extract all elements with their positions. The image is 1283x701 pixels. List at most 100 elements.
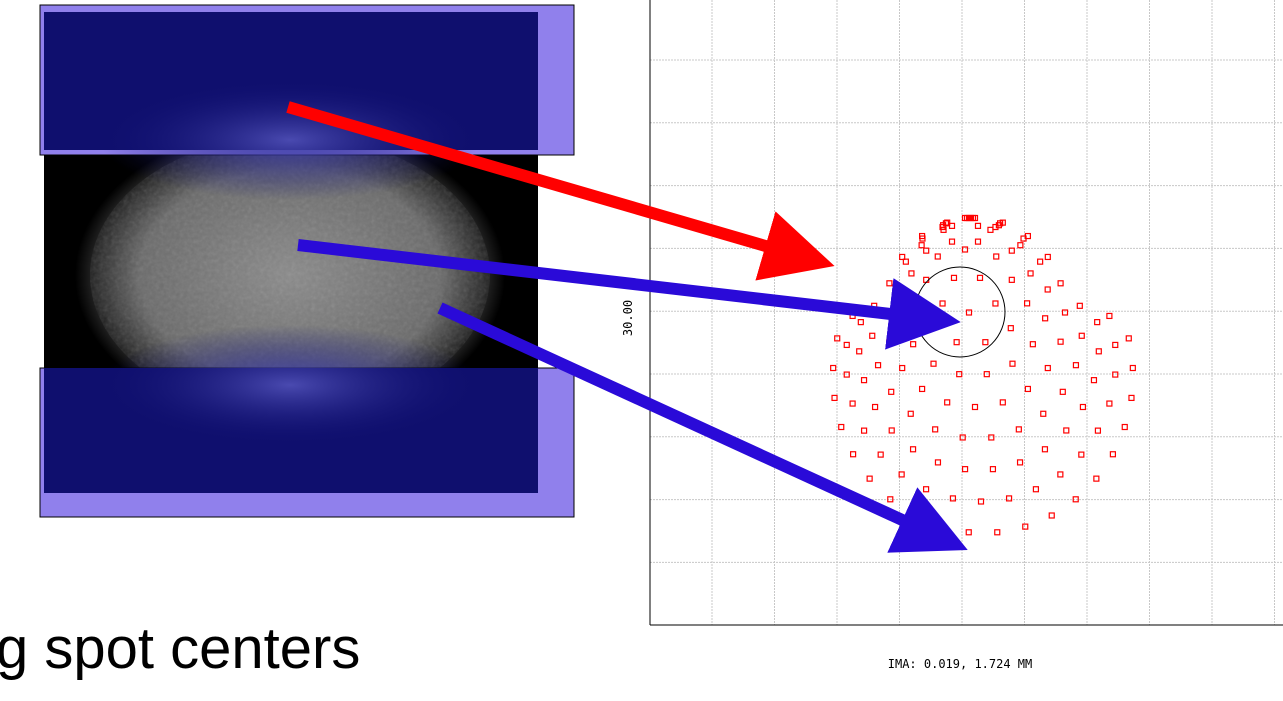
footer: IMA: 0.019, 1.724 MM [888, 657, 1033, 671]
spot [994, 254, 999, 259]
spot [929, 326, 934, 331]
spot [1018, 243, 1023, 248]
spot [1045, 254, 1050, 259]
spot [1080, 405, 1085, 410]
caption: g spot centers [0, 616, 360, 681]
spot [908, 411, 913, 416]
spot [889, 428, 894, 433]
spot [873, 405, 878, 410]
spot [1030, 342, 1035, 347]
spot [1023, 524, 1028, 529]
spot [1025, 386, 1030, 391]
spot [1079, 333, 1084, 338]
spot [896, 287, 901, 292]
spot [857, 349, 862, 354]
spot [1113, 342, 1118, 347]
spot [1130, 366, 1135, 371]
spot [960, 435, 965, 440]
spot [963, 467, 968, 472]
spot [1073, 363, 1078, 368]
spot [911, 342, 916, 347]
spot [951, 275, 956, 280]
spot [919, 243, 924, 248]
spot [832, 395, 837, 400]
beam-image [40, 5, 574, 517]
spot [1000, 400, 1005, 405]
spot [1129, 395, 1134, 400]
spot [924, 487, 929, 492]
spot [870, 333, 875, 338]
spot [933, 427, 938, 432]
spot [1126, 336, 1131, 341]
spot [931, 361, 936, 366]
spot [844, 372, 849, 377]
spot [1045, 287, 1050, 292]
spot [983, 340, 988, 345]
spot [989, 435, 994, 440]
spot [1041, 411, 1046, 416]
spot [938, 524, 943, 529]
spot [1010, 361, 1015, 366]
spot [839, 425, 844, 430]
spot [993, 301, 998, 306]
spot [1008, 326, 1013, 331]
spot [887, 339, 892, 344]
spot [889, 389, 894, 394]
spot [1025, 301, 1030, 306]
spot [935, 460, 940, 465]
spot [909, 271, 914, 276]
spot [1094, 476, 1099, 481]
spot [1018, 460, 1023, 465]
spot [900, 366, 905, 371]
spot [945, 400, 950, 405]
spot-diagram: 30.00 IMA: 0.019, 1.724 MM [621, 0, 1283, 671]
spot [851, 452, 856, 457]
spot [867, 476, 872, 481]
spot [973, 405, 978, 410]
spot [1091, 378, 1096, 383]
spot [912, 513, 917, 518]
spot [954, 340, 959, 345]
spot [887, 281, 892, 286]
spot [876, 363, 881, 368]
spot [1043, 316, 1048, 321]
spot [1058, 472, 1063, 477]
spot [1110, 452, 1115, 457]
spot [966, 530, 971, 535]
spot [963, 247, 968, 252]
spot [988, 227, 993, 232]
spot [935, 254, 940, 259]
slide: 30.00 IMA: 0.019, 1.724 MM g spot center… [0, 0, 1283, 701]
spot [858, 320, 863, 325]
spot [1095, 320, 1100, 325]
spot [995, 530, 1000, 535]
spot [1064, 428, 1069, 433]
spot [1042, 447, 1047, 452]
spot [1007, 496, 1012, 501]
spot [940, 301, 945, 306]
spot [978, 275, 983, 280]
spot [862, 378, 867, 383]
spot [975, 239, 980, 244]
spot [1096, 349, 1101, 354]
spot [1107, 401, 1112, 406]
spot [878, 452, 883, 457]
spot [831, 366, 836, 371]
spot [862, 428, 867, 433]
spot [1060, 389, 1065, 394]
spot [1009, 277, 1014, 282]
spot [1095, 428, 1100, 433]
spot [1058, 339, 1063, 344]
spot [990, 467, 995, 472]
spot [1045, 366, 1050, 371]
spot [975, 223, 980, 228]
spot [1049, 513, 1054, 518]
spot [1077, 303, 1082, 308]
spot [1107, 313, 1112, 318]
spot [844, 342, 849, 347]
spot [1038, 259, 1043, 264]
spot [950, 496, 955, 501]
spot [1079, 452, 1084, 457]
spot [1122, 425, 1127, 430]
spot [950, 239, 955, 244]
